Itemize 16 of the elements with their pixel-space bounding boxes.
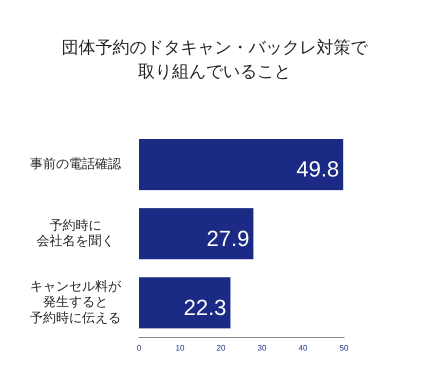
y-tick-label: キャンセル料が発生すると予約時に伝える (30, 280, 122, 326)
data-label: 22.3 (184, 294, 226, 320)
x-tick-label: 10 (176, 343, 185, 352)
bar (139, 208, 254, 260)
data-label: 49.8 (296, 156, 340, 182)
x-tick-label: 0 (136, 343, 142, 352)
x-tick-label: 50 (340, 343, 349, 352)
x-tick-label: 20 (216, 343, 226, 352)
data-label: 27.9 (206, 226, 250, 251)
bar (139, 277, 230, 328)
y-tick-label: 事前の電話確認 (30, 156, 121, 172)
x-tick-label: 40 (298, 343, 308, 352)
chart-title: 団体予約のドタキャン・バックレ対策で取り組んでいること (60, 37, 369, 84)
y-tick-label: 予約時に会社名を聞く (36, 218, 114, 249)
x-tick-label: 30 (258, 343, 267, 352)
bar (139, 138, 344, 190)
